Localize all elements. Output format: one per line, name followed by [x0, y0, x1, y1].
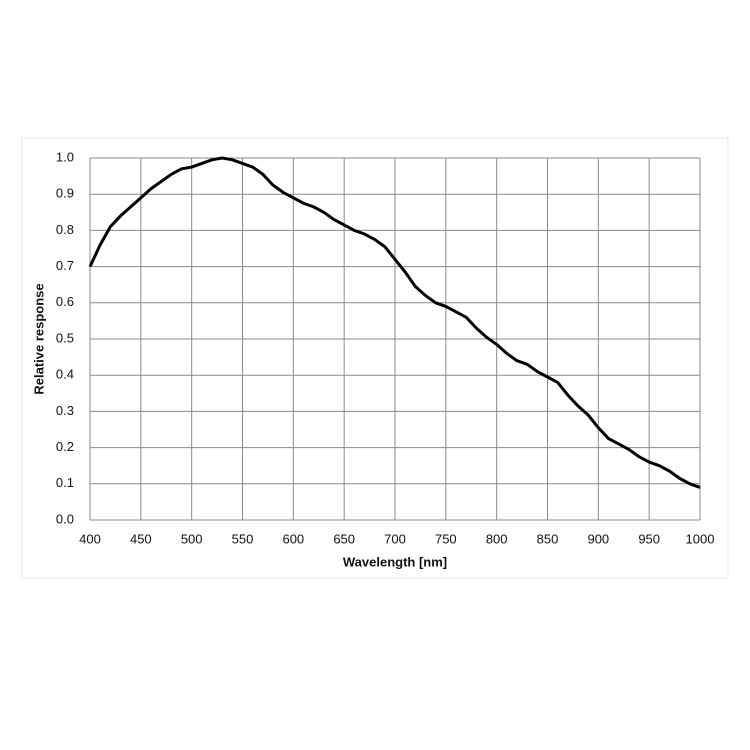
y-axis-title: Relative response — [31, 283, 46, 394]
x-tick-label: 800 — [486, 531, 508, 546]
y-tick-label: 0.6 — [56, 294, 74, 309]
x-tick-label: 1000 — [686, 531, 715, 546]
y-tick-label: 0.8 — [56, 222, 74, 237]
x-tick-label: 550 — [232, 531, 254, 546]
x-tick-label: 500 — [181, 531, 203, 546]
x-tick-label: 650 — [333, 531, 355, 546]
y-tick-label: 0.1 — [56, 475, 74, 490]
x-tick-label: 700 — [384, 531, 406, 546]
chart-frame — [21, 137, 729, 579]
y-tick-label: 0.0 — [56, 511, 74, 526]
y-tick-label: 0.9 — [56, 186, 74, 201]
x-tick-label: 400 — [79, 531, 101, 546]
y-tick-label: 1.0 — [56, 149, 74, 164]
y-tick-label: 0.4 — [56, 367, 74, 382]
x-tick-label: 600 — [282, 531, 304, 546]
x-tick-label: 900 — [587, 531, 609, 546]
x-tick-label: 450 — [130, 531, 152, 546]
x-axis-title: Wavelength [nm] — [343, 554, 447, 569]
x-tick-label: 950 — [638, 531, 660, 546]
y-tick-label: 0.3 — [56, 403, 74, 418]
y-tick-label: 0.7 — [56, 258, 74, 273]
y-tick-label: 0.2 — [56, 439, 74, 454]
data-line — [88, 156, 701, 489]
x-tick-label: 750 — [435, 531, 457, 546]
y-tick-label: 0.5 — [56, 330, 74, 345]
x-tick-label: 850 — [537, 531, 559, 546]
